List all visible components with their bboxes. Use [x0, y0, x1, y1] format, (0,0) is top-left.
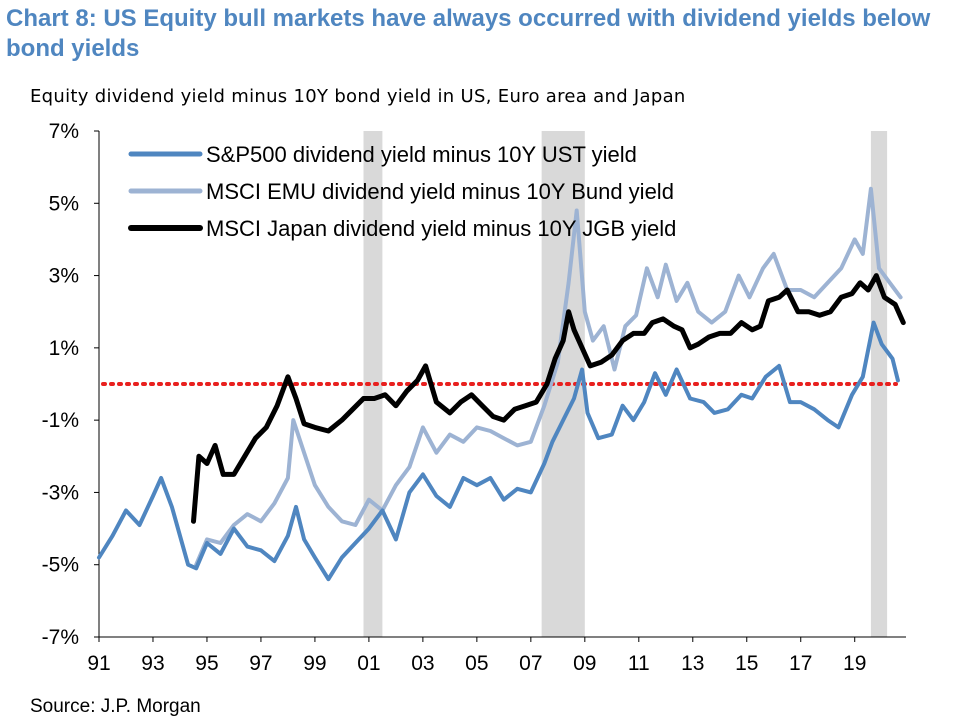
y-tick-label: 3% [49, 265, 79, 288]
shaded-period-1 [363, 131, 383, 637]
chart-source: Source: J.P. Morgan [30, 696, 201, 717]
x-tick-label: 95 [195, 652, 218, 675]
chart-legend: S&P500 dividend yield minus 10Y UST yiel… [128, 142, 676, 241]
chart-subtitle: Equity dividend yield minus 10Y bond yie… [30, 86, 686, 107]
x-tick-label: 09 [573, 652, 596, 675]
x-tick-label: 05 [465, 652, 488, 675]
x-tick-label: 17 [789, 652, 812, 675]
y-tick-label: 5% [49, 192, 79, 215]
x-tick-label: 19 [843, 652, 866, 675]
legend-label-2: MSCI EMU dividend yield minus 10Y Bund y… [206, 179, 674, 204]
series-line-1 [97, 320, 900, 582]
x-tick-label: 99 [303, 652, 326, 675]
legend-label-3: MSCI Japan dividend yield minus 10Y JGB … [206, 216, 676, 241]
y-tick-label: -5% [42, 554, 79, 577]
x-tick-label: 11 [628, 652, 650, 675]
chart-title: Chart 8: US Equity bull markets have alw… [6, 5, 931, 62]
x-tick-label: 07 [519, 652, 542, 675]
series-line-3 [191, 273, 906, 524]
x-tick-label: 15 [735, 652, 758, 675]
legend-label-1: S&P500 dividend yield minus 10Y UST yiel… [206, 142, 637, 167]
y-tick-label: -3% [42, 481, 79, 504]
y-tick-label: 1% [49, 337, 79, 360]
x-tick-label: 13 [681, 652, 704, 675]
y-tick-label: -7% [42, 626, 79, 649]
x-tick-label: 91 [87, 652, 110, 675]
x-tick-label: 03 [411, 652, 434, 675]
series-lines [97, 186, 906, 582]
x-tick-label: 01 [357, 652, 380, 675]
y-tick-label: -1% [42, 409, 79, 432]
x-tick-label: 97 [249, 652, 272, 675]
y-tick-label: 7% [49, 120, 79, 143]
x-tick-label: 93 [141, 652, 164, 675]
chart-axes: 7% 5% 3% 1% -1% -3% -5% -7% 91 93 95 97 99 01 03 05 07 09… [42, 120, 906, 675]
